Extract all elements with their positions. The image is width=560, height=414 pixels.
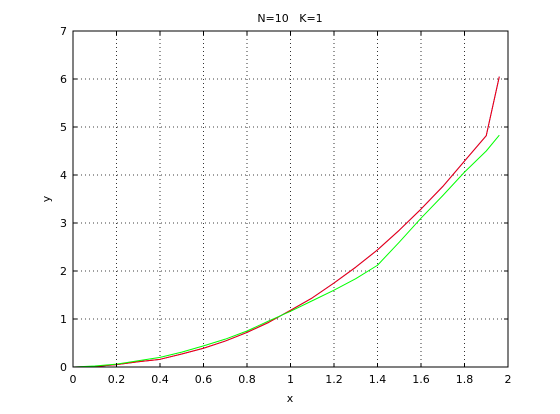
series-layer (72, 76, 500, 368)
y-tick-label: 3 (60, 217, 67, 230)
x-tick-label: 2 (505, 373, 512, 386)
x-tick-label: 0.4 (151, 373, 169, 386)
y-tick-label: 0 (60, 361, 67, 374)
y-tick-label: 4 (60, 169, 67, 182)
y-tick-label: 5 (60, 121, 67, 134)
grid (73, 31, 508, 367)
chart-title: N=10 K=1 (257, 12, 322, 25)
x-axis-label: x (287, 392, 294, 405)
x-tick-label: 1.8 (456, 373, 474, 386)
ticks (72, 30, 509, 368)
x-tick-label: 0.6 (195, 373, 213, 386)
y-tick-label: 6 (60, 73, 67, 86)
x-tick-label: 1.4 (369, 373, 387, 386)
x-tick-label: 0 (70, 373, 77, 386)
x-tick-label: 1 (287, 373, 294, 386)
x-tick-label: 1.6 (412, 373, 430, 386)
y-tick-label: 2 (60, 265, 67, 278)
x-tick-label: 0.2 (108, 373, 126, 386)
y-tick-label: 7 (60, 25, 67, 38)
y-axis-label: y (40, 195, 53, 202)
x-tick-label: 1.2 (325, 373, 343, 386)
tick-labels: 0 0.2 0.4 0.6 0.8 1 1.2 1.4 1.6 1.8 2 0 1 2 3 4 5 6 7 (60, 25, 512, 386)
series-line-2 (72, 76, 500, 368)
series-line-3 (72, 134, 500, 368)
x-tick-label: 0.8 (238, 373, 256, 386)
y-tick-label: 1 (60, 313, 67, 326)
